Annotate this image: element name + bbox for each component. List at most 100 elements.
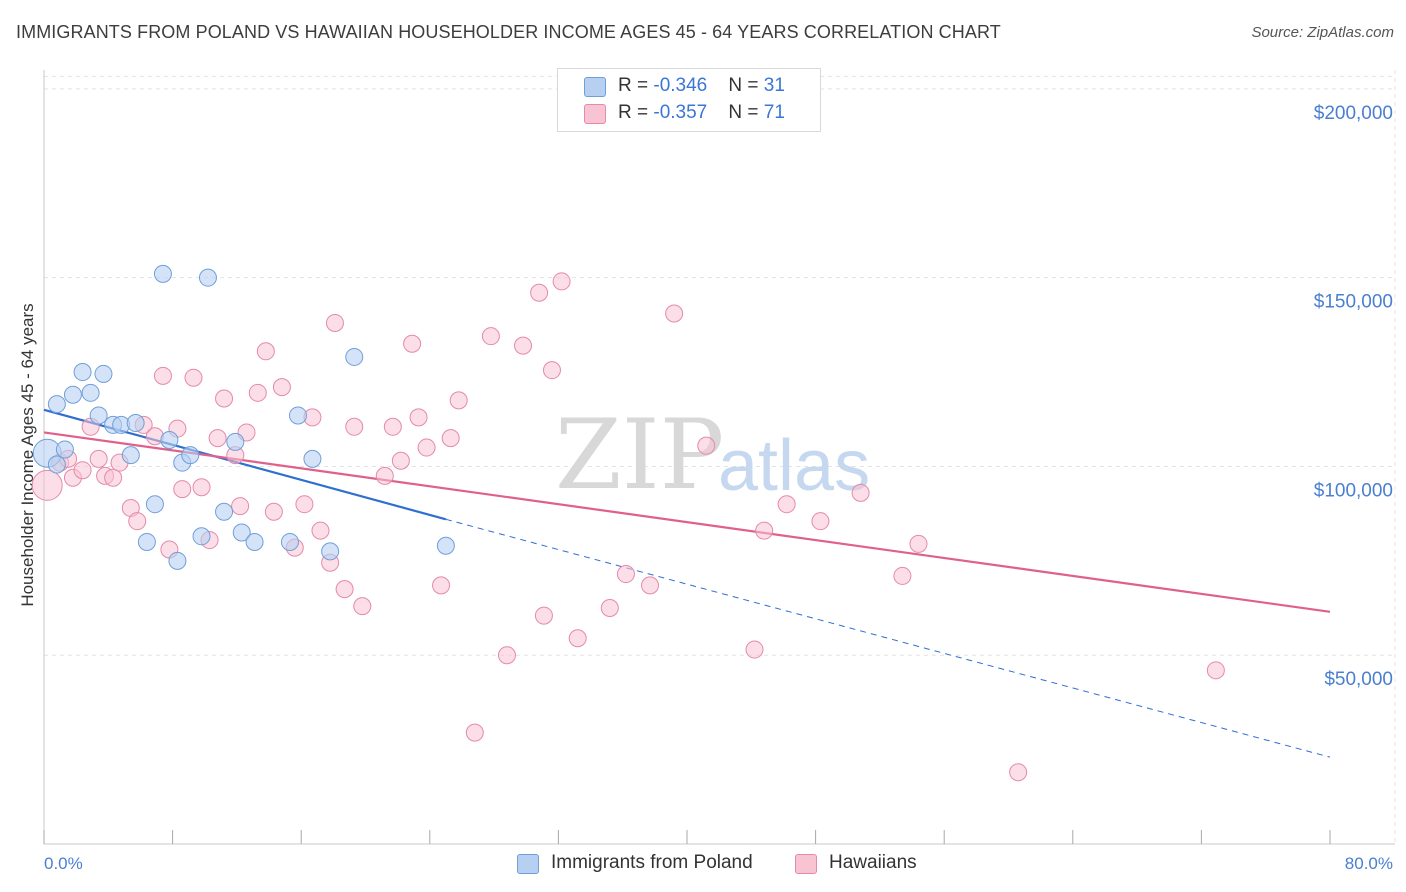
- chart-title: IMMIGRANTS FROM POLAND VS HAWAIIAN HOUSE…: [16, 22, 1001, 42]
- poland-point: [303, 449, 322, 468]
- hawaiian-point: [215, 389, 234, 408]
- poland-point: [160, 431, 179, 450]
- y-tick-label: $50,000: [1324, 669, 1393, 690]
- hawaiian-point: [345, 417, 364, 436]
- poland-point: [55, 440, 74, 459]
- poland-point: [89, 406, 108, 425]
- hawaiian-point: [755, 521, 774, 540]
- legend-n-label: N =: [728, 102, 764, 123]
- hawaiian-point: [208, 429, 227, 448]
- poland-point: [245, 532, 264, 551]
- legend-r-label: R =: [618, 102, 654, 123]
- hawaiian-point: [665, 304, 684, 323]
- poland-point: [81, 383, 100, 402]
- poland-swatch: [517, 854, 539, 874]
- poland-point: [181, 446, 200, 465]
- hawaiians-swatch: [584, 104, 606, 124]
- hawaiian-point: [311, 521, 330, 540]
- poland-point: [137, 532, 156, 551]
- hawaiian-point: [89, 449, 108, 468]
- poland-point: [226, 432, 245, 451]
- hawaiian-point: [441, 429, 460, 448]
- hawaiian-point: [1206, 661, 1225, 680]
- hawaiian-point: [325, 313, 344, 332]
- hawaiian-point: [1009, 763, 1028, 782]
- y-tick-label: $150,000: [1314, 292, 1393, 313]
- poland-point: [94, 364, 113, 383]
- hawaiian-point: [600, 599, 619, 618]
- hawaiian-point: [568, 629, 587, 648]
- poland-point: [168, 551, 187, 570]
- poland-point: [47, 455, 66, 474]
- hawaiian-point: [514, 336, 533, 355]
- hawaiian-point: [534, 606, 553, 625]
- poland-point: [192, 527, 211, 546]
- poland-point: [126, 414, 145, 433]
- hawaiian-point: [417, 438, 436, 457]
- data-points: [31, 264, 1225, 782]
- poland-point: [321, 542, 340, 561]
- poland-point: [345, 347, 364, 366]
- poland-point: [215, 502, 234, 521]
- watermark-zip: ZIP: [555, 399, 724, 511]
- legend-n-value: 71: [763, 102, 785, 123]
- hawaiian-point: [104, 468, 123, 487]
- hawaiian-point: [530, 283, 549, 302]
- hawaiian-point: [616, 565, 635, 584]
- hawaiian-point: [777, 495, 796, 514]
- hawaiian-point: [641, 576, 660, 595]
- legend-r-label: R =: [618, 75, 654, 96]
- hawaiian-point: [295, 495, 314, 514]
- hawaiian-point: [403, 334, 422, 353]
- hawaiian-point: [432, 576, 451, 595]
- hawaiian-point: [256, 342, 275, 361]
- hawaiian-point: [481, 327, 500, 346]
- hawaiian-point: [449, 391, 468, 410]
- poland-point: [153, 264, 172, 283]
- hawaiian-point: [552, 272, 571, 291]
- legend-label-poland: Immigrants from Poland: [551, 852, 753, 873]
- hawaiian-trend-line: [43, 431, 1331, 613]
- hawaiian-point: [811, 512, 830, 531]
- legend-r-value: -0.346: [653, 75, 708, 96]
- poland-point: [436, 536, 455, 555]
- y-tick-label: $200,000: [1314, 103, 1393, 124]
- hawaiian-point: [375, 466, 394, 485]
- hawaiian-point: [128, 512, 147, 531]
- poland-point: [63, 385, 82, 404]
- legend-r-value: -0.357: [653, 102, 708, 123]
- hawaiian-point: [542, 361, 561, 380]
- legend-n-value: 31: [763, 75, 785, 96]
- x-tick-label: 0.0%: [44, 854, 83, 873]
- hawaiian-point: [335, 580, 354, 599]
- hawaiian-point: [697, 436, 716, 455]
- hawaiian-point: [893, 566, 912, 585]
- series-legend: Immigrants from Poland Hawaiians: [0, 852, 1406, 878]
- hawaiian-point: [745, 640, 764, 659]
- hawaiian-point: [192, 478, 211, 497]
- hawaiian-point: [383, 417, 402, 436]
- poland-point: [121, 446, 140, 465]
- hawaiians-swatch: [795, 854, 817, 874]
- hawaiian-point: [409, 408, 428, 427]
- hawaiian-point: [465, 723, 484, 742]
- hawaiian-point: [353, 597, 372, 616]
- legend-label-hawaiians: Hawaiians: [829, 852, 917, 873]
- hawaiian-point: [31, 469, 63, 501]
- watermark: ZIP atlas: [555, 399, 870, 511]
- x-tick-label: 80.0%: [1345, 854, 1393, 873]
- hawaiian-point: [851, 483, 870, 502]
- poland-point: [47, 395, 66, 414]
- stats-legend: R = -0.346 N = 31 R = -0.357 N = 71: [557, 68, 821, 132]
- poland-trend-extension: [445, 518, 1331, 758]
- x-tick-labels: 0.0% 80.0%: [44, 854, 1393, 873]
- hawaiian-point: [173, 480, 192, 499]
- hawaiian-point: [264, 502, 283, 521]
- hawaiian-point: [272, 378, 291, 397]
- poland-point: [288, 406, 307, 425]
- hawaiian-point: [153, 366, 172, 385]
- poland-point: [145, 495, 164, 514]
- watermark-atlas: atlas: [718, 426, 870, 506]
- y-tick-labels: $50,000 $100,000 $150,000 $200,000: [1314, 103, 1393, 690]
- legend-n-label: N =: [728, 75, 764, 96]
